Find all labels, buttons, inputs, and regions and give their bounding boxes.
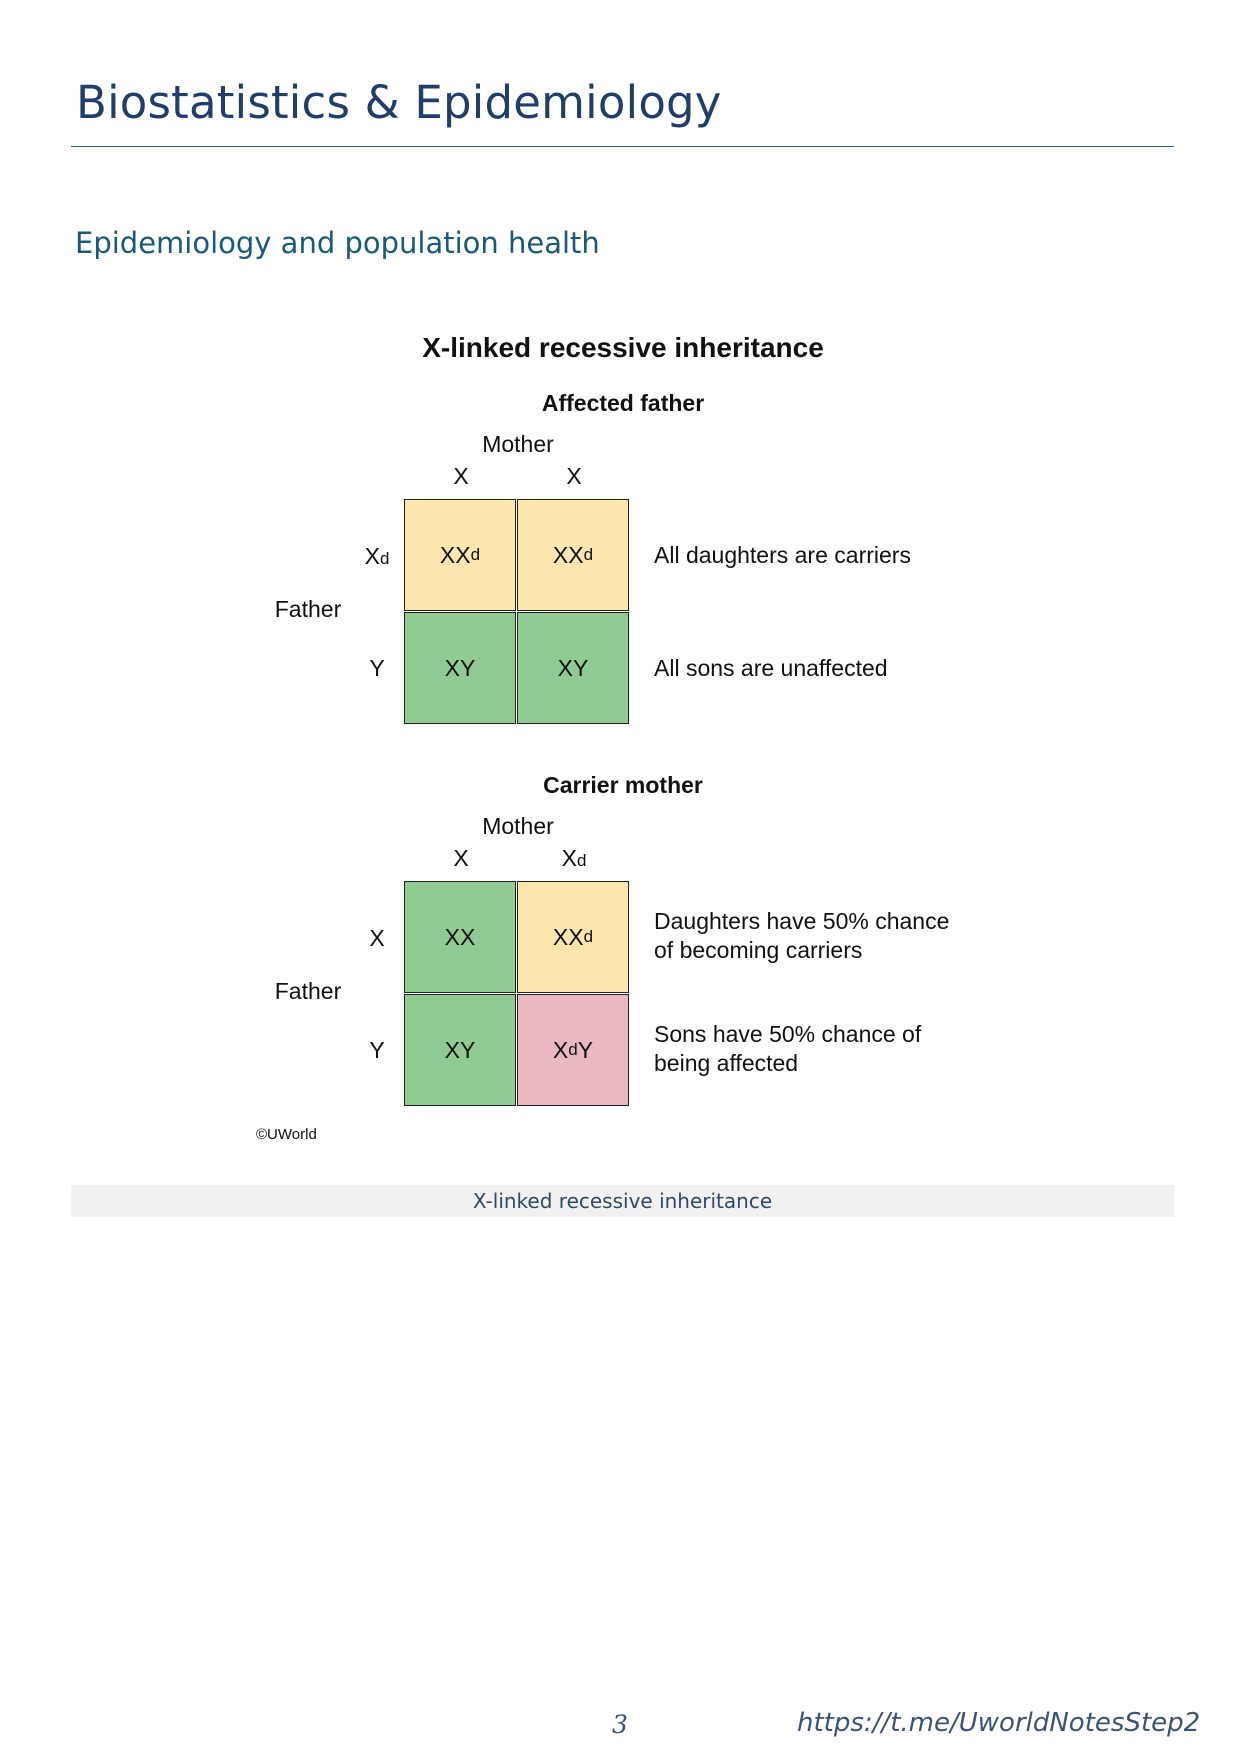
punnett-cell: XY	[404, 994, 516, 1106]
punnett-cell: XY	[404, 612, 516, 724]
section-heading: Epidemiology and population health	[75, 226, 600, 260]
mother-allele-2: Xd	[561, 845, 587, 871]
mother-label: Mother	[482, 431, 554, 457]
figure-title: X-linked recessive inheritance	[422, 332, 824, 363]
panel-title-affected-father: Affected father	[541, 390, 705, 416]
punnett-cell: XX d	[404, 499, 516, 611]
mother-allele-1: X	[453, 845, 469, 871]
punnett-cell: XY	[517, 612, 629, 724]
caption-band	[71, 1185, 1174, 1217]
father-allele-1: Xd	[364, 543, 390, 569]
punnett-cell: XX	[404, 881, 516, 993]
punnett-cell: XX d	[517, 881, 629, 993]
outcome-note-daughters: Daughters have 50% chance of becoming ca…	[654, 908, 950, 963]
panel-title-carrier-mother: Carrier mother	[543, 772, 703, 798]
father-allele-2: Y	[369, 1037, 385, 1063]
figure-caption: X-linked recessive inheritance	[472, 1189, 773, 1213]
punnett-cell: XX d	[517, 499, 629, 611]
mother-allele-1: X	[453, 463, 469, 489]
outcome-note-sons: All sons are unaffected	[654, 655, 888, 681]
page-number: 3	[612, 1710, 628, 1739]
outcome-note-daughters: All daughters are carriers	[654, 542, 911, 568]
document-title: Biostatistics & Epidemiology	[76, 76, 722, 129]
father-label: Father	[274, 978, 342, 1004]
father-allele-2: Y	[369, 655, 385, 681]
copyright-mark: ©UWorld	[256, 1126, 317, 1143]
footer-link[interactable]: https://t.me/UworldNotesStep2	[797, 1708, 1201, 1738]
mother-allele-2: X	[566, 463, 582, 489]
mother-label: Mother	[482, 813, 554, 839]
outcome-note-sons: Sons have 50% chance of being affected	[654, 1021, 922, 1076]
title-divider	[71, 146, 1174, 147]
father-allele-1: X	[369, 925, 385, 951]
father-label: Father	[274, 596, 342, 622]
